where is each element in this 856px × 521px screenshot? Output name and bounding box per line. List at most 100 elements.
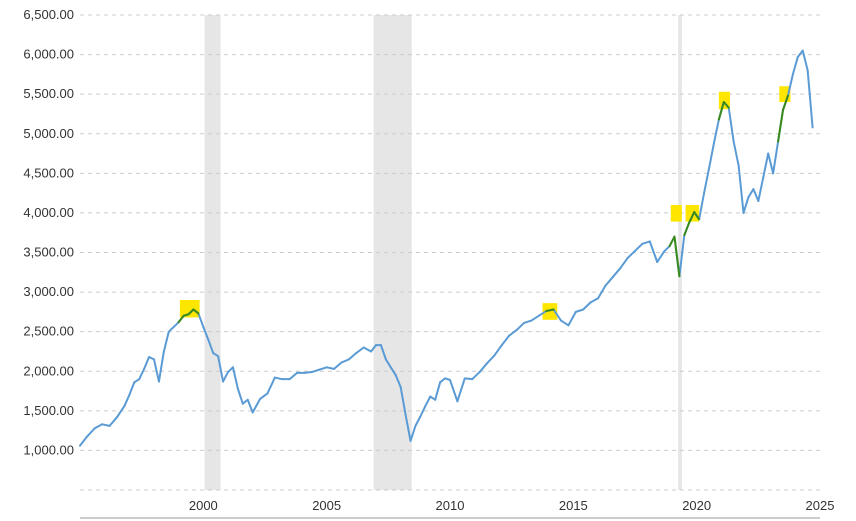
data-point	[429, 395, 432, 398]
series-line-segment	[508, 329, 518, 337]
data-point	[325, 366, 328, 369]
series-line-segment	[389, 366, 397, 377]
highlight-marker-6	[779, 86, 791, 103]
series-line-segment	[86, 427, 96, 438]
series-line-segment	[79, 435, 89, 447]
highlight-marker-4	[685, 205, 700, 222]
data-point	[333, 368, 335, 370]
data-point	[493, 354, 496, 357]
data-point	[232, 366, 234, 369]
data-point	[172, 326, 175, 328]
y-tick-label: 2,500.00	[23, 324, 74, 339]
data-point	[612, 276, 614, 278]
series-line-segment	[747, 188, 755, 199]
data-point	[163, 350, 165, 353]
series-line-segment	[449, 378, 459, 403]
data-point	[94, 427, 96, 430]
data-point	[79, 444, 81, 447]
highlight-marker-2	[542, 303, 558, 320]
highlight-markers	[179, 86, 791, 320]
data-point	[752, 188, 755, 190]
data-point	[604, 284, 607, 287]
data-point	[237, 387, 239, 390]
data-point	[434, 398, 437, 401]
data-point	[288, 378, 291, 380]
series-line-segment	[537, 310, 548, 317]
series-line-segment	[101, 423, 111, 427]
series-line-segment	[737, 164, 745, 214]
series-line-segment	[703, 167, 710, 195]
data-point	[222, 380, 224, 383]
series-line-segment	[394, 374, 402, 389]
series-line-segment	[656, 249, 666, 263]
highlight-line-segment	[673, 235, 681, 278]
y-tick-label: 5,000.00	[23, 126, 74, 141]
data-point	[515, 329, 518, 331]
series-line-segment	[222, 371, 229, 383]
highlight-line-segments	[177, 94, 789, 324]
series-line-segment	[634, 242, 644, 252]
series-line-segment	[641, 240, 651, 245]
y-tick-label: 3,000.00	[23, 284, 74, 299]
data-point	[242, 402, 244, 405]
highlight-line-segment	[693, 211, 701, 221]
data-point	[404, 413, 407, 416]
series-line-segment	[732, 140, 740, 167]
series-line-segment	[362, 346, 373, 353]
data-point	[582, 308, 584, 311]
series-line-segment	[574, 308, 585, 313]
data-point	[251, 411, 254, 414]
data-point	[449, 379, 451, 381]
series-line-segment	[266, 376, 276, 395]
data-point	[767, 152, 769, 155]
data-point	[597, 297, 599, 300]
data-point	[375, 344, 377, 346]
series-line-segment	[318, 366, 328, 371]
data-point	[471, 378, 474, 380]
data-point	[575, 311, 577, 313]
highlight-marker-5	[718, 91, 730, 110]
data-point	[567, 324, 570, 327]
series-line-segment	[604, 276, 614, 287]
series-line-segment	[333, 361, 343, 370]
data-point	[811, 126, 814, 129]
data-point	[318, 368, 321, 371]
data-point	[217, 355, 219, 358]
data-point	[348, 358, 350, 361]
data-point	[86, 435, 89, 437]
series-line-segment	[500, 334, 511, 347]
data-point	[530, 319, 533, 322]
data-point	[266, 392, 269, 395]
series-line-segment	[463, 377, 474, 381]
data-point	[708, 167, 710, 170]
series-line-segment	[486, 354, 496, 365]
gridlines	[80, 14, 820, 491]
series-line-segment	[259, 392, 269, 400]
data-point	[148, 356, 150, 358]
series-line-segment	[399, 386, 407, 416]
data-point	[340, 361, 343, 364]
series-line-segment	[246, 398, 254, 414]
data-point	[792, 73, 794, 76]
series-line-segment	[236, 387, 244, 405]
data-point	[399, 386, 402, 388]
data-point	[456, 400, 459, 403]
data-point	[274, 376, 276, 379]
x-tick-label: 2020	[682, 498, 711, 513]
series-line-segment	[471, 371, 481, 381]
series-line-segment	[762, 152, 770, 179]
series-line-segment	[355, 346, 365, 355]
series-line-segment	[197, 312, 205, 328]
data-point	[394, 374, 397, 377]
series-line-segment	[752, 188, 760, 203]
series-line-segment	[439, 377, 447, 384]
data-point	[806, 69, 809, 72]
y-tick-label: 2,000.00	[23, 363, 74, 378]
series-line-segment	[303, 371, 313, 374]
data-point	[560, 319, 562, 322]
series-line-segment	[727, 106, 735, 143]
data-point	[128, 394, 131, 396]
series-line-segment	[172, 321, 180, 328]
series-line-segment	[796, 49, 804, 58]
data-point	[508, 334, 511, 337]
